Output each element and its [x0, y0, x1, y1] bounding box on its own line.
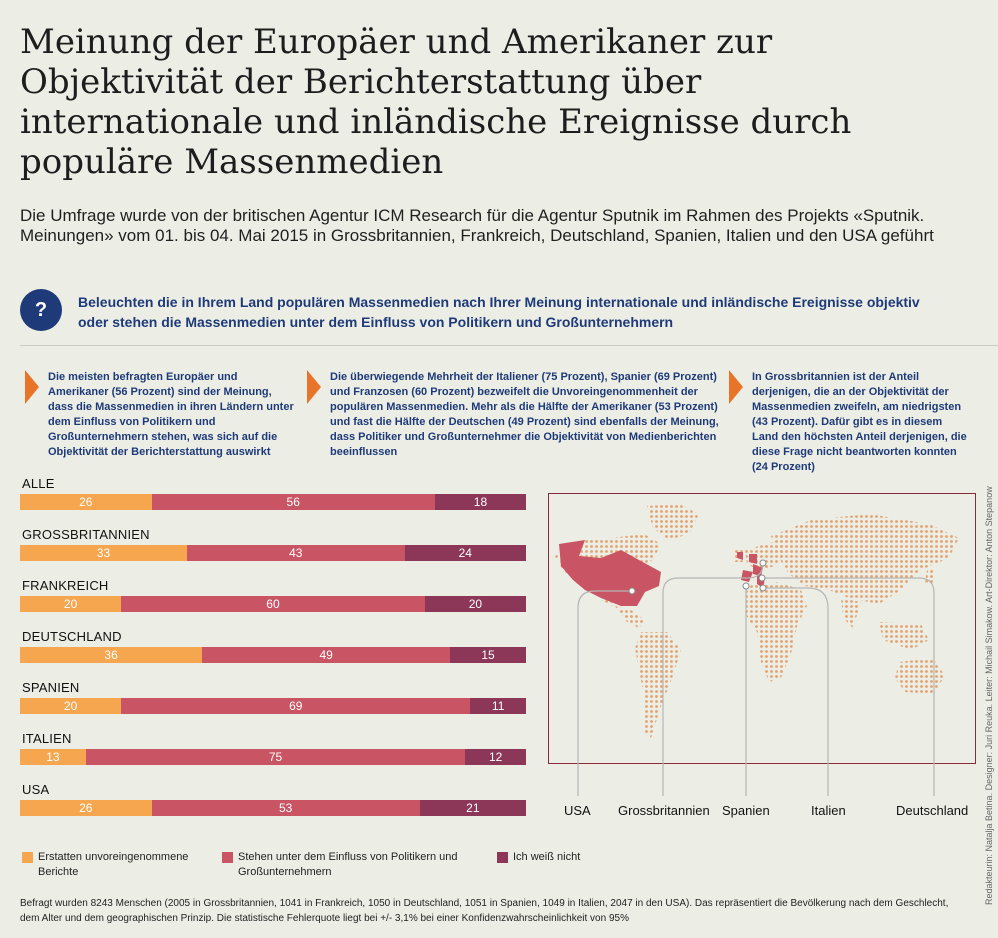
country-label: ALLE: [22, 476, 55, 491]
bar-segment-influenced: 69: [121, 698, 471, 714]
bar-segment-unbiased: 26: [20, 800, 152, 816]
legend-label-influenced: Stehen unter dem Einfluss von Politikern…: [238, 851, 458, 878]
note-2: Die überwiegende Mehrheit der Italiener …: [330, 371, 719, 458]
note-3: In Grossbritannien ist der Anteil derjen…: [752, 371, 967, 473]
bar-segment-dontknow: 18: [434, 494, 526, 510]
bar-segment-influenced: 53: [151, 800, 420, 816]
page-title: Meinung der Europäer und Amerikaner zur …: [20, 22, 852, 182]
stacked-bar: 20 69 11: [20, 698, 526, 714]
legend-swatch-dontknow: [497, 852, 508, 863]
country-label: DEUTSCHLAND: [22, 629, 122, 644]
stacked-bar: 36 49 15: [20, 647, 526, 663]
country-label: ITALIEN: [22, 731, 72, 746]
stacked-bar: 13 75 12: [20, 749, 526, 765]
bar-segment-influenced: 75: [85, 749, 466, 765]
legend-swatch-influenced: [222, 852, 233, 863]
page-subtitle: Die Umfrage wurde von der britischen Age…: [20, 206, 934, 245]
legend-label-dontknow: Ich weiß nicht: [513, 851, 581, 863]
bar-segment-influenced: 43: [186, 545, 405, 561]
survey-question: Beleuchten die in Ihrem Land populären M…: [78, 294, 920, 330]
map-label-spanien: Spanien: [722, 803, 770, 818]
arrow-right-icon: [307, 370, 321, 404]
arrow-right-icon: [729, 370, 743, 404]
map-connector-lines: [577, 559, 935, 796]
note-1: Die meisten befragten Europäer und Ameri…: [48, 371, 294, 458]
stacked-bar: 26 53 21: [20, 800, 526, 816]
arrow-right-icon: [25, 370, 39, 404]
country-label: GROSSBRITANNIEN: [22, 527, 150, 542]
world-map: [548, 493, 976, 764]
map-label-usa: USA: [564, 803, 591, 818]
stacked-bar: 20 60 20: [20, 596, 526, 612]
legend-label-unbiased: Erstatten unvoreingenommene Berichte: [38, 851, 189, 878]
bar-segment-dontknow: 24: [404, 545, 526, 561]
bar-segment-influenced: 49: [202, 647, 451, 663]
country-label: USA: [22, 782, 50, 797]
map-label-grossbritannien: Grossbritannien: [618, 803, 710, 818]
stacked-bar: 33 43 24: [20, 545, 526, 561]
bar-segment-unbiased: 36: [20, 647, 203, 663]
divider: [20, 345, 998, 346]
credits: Redakteurin: Natalja Betina. Designer: J…: [984, 486, 994, 905]
question-icon: ?: [20, 289, 62, 331]
country-label: FRANKREICH: [22, 578, 109, 593]
legend-swatch-unbiased: [22, 852, 33, 863]
map-label-italien: Italien: [811, 803, 846, 818]
stacked-bar: 26 56 18: [20, 494, 526, 510]
bar-segment-dontknow: 15: [450, 647, 526, 663]
country-label: SPANIEN: [22, 680, 80, 695]
bar-segment-unbiased: 13: [20, 749, 86, 765]
bar-segment-dontknow: 21: [419, 800, 526, 816]
world-map-graphic: [555, 504, 959, 738]
map-label-deutschland: Deutschland: [896, 803, 969, 818]
bar-segment-unbiased: 33: [20, 545, 187, 561]
bar-segment-influenced: 60: [121, 596, 425, 612]
bar-segment-influenced: 56: [151, 494, 435, 510]
bar-segment-dontknow: 20: [424, 596, 526, 612]
bar-segment-unbiased: 20: [20, 596, 122, 612]
bar-segment-dontknow: 12: [465, 749, 526, 765]
footnote: Befragt wurden 8243 Menschen (2005 in Gr…: [20, 898, 949, 924]
bar-segment-unbiased: 20: [20, 698, 122, 714]
bar-segment-unbiased: 26: [20, 494, 152, 510]
bar-segment-dontknow: 11: [470, 698, 526, 714]
